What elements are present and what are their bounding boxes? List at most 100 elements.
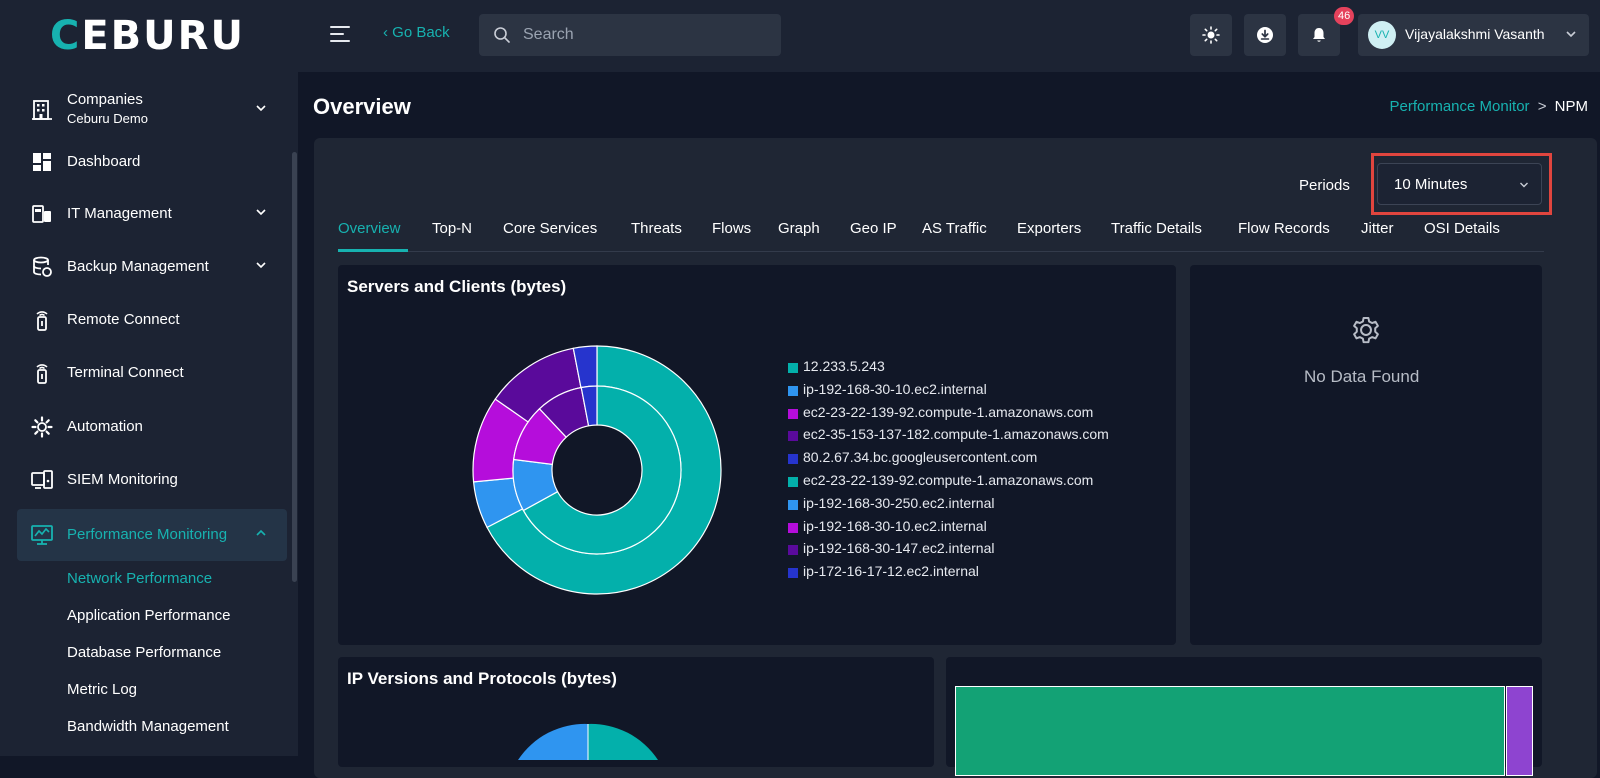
tab-traffic-details[interactable]: Traffic Details [1111,220,1202,237]
bell-icon [1313,28,1325,42]
sidebar-item-label: IT Management [67,205,172,222]
tab-graph[interactable]: Graph [778,220,820,237]
tab-threats[interactable]: Threats [631,220,682,237]
legend-item[interactable]: ip-172-16-17-12.ec2.internal [788,563,1148,585]
legend-item[interactable]: ip-192-168-30-10.ec2.internal [788,518,1148,540]
go-back-link[interactable]: ‹ Go Back [383,24,450,41]
sidebar-item-terminal-connect[interactable]: Terminal Connect [17,347,287,399]
highlight-box [1371,153,1552,215]
inner-ring-slice[interactable] [580,385,598,427]
sidebar-item-backup-management[interactable]: Backup Management [17,241,287,293]
breadcrumb: Performance Monitor > NPM [1389,98,1588,115]
legend-swatch [788,408,798,419]
legend-swatch [788,545,798,556]
sidebar-item-remote-connect[interactable]: Remote Connect [17,294,287,346]
notifications-button[interactable] [1298,14,1340,56]
sidebar-item-label: Remote Connect [67,311,180,328]
sidebar-subitem-database-performance[interactable]: Database Performance [67,644,222,661]
no-data-text: No Data Found [1304,367,1420,386]
notification-count-badge: 46 [1334,7,1355,25]
breadcrumb-link[interactable]: Performance Monitor [1389,98,1530,115]
sidebar-subitem-network-performance[interactable]: Network Performance [67,570,213,587]
terminal-remote-icon [36,364,48,384]
main-content: Overview Performance Monitor > NPM Perio… [298,72,1600,778]
sidebar-subitem-application-performance[interactable]: Application Performance [67,607,231,624]
top-bar: CEBURU ‹ Go Back 46 VV Vijayalakshmi Vas… [0,0,1600,72]
tab-osi-details[interactable]: OSI Details [1424,220,1500,237]
legend-swatch [788,568,798,579]
legend-swatch [788,522,798,533]
legend-label: ec2-35-153-137-182.compute-1.amazonaws.c… [803,426,1109,443]
sidebar-subitem-bandwidth-management[interactable]: Bandwidth Management [67,718,229,735]
download-button[interactable] [1244,14,1286,56]
legend-swatch [788,363,798,373]
breadcrumb-separator: > [1537,98,1547,115]
sidebar-item-label: Terminal Connect [67,364,184,381]
empty-data-card: No Data Found [1190,265,1542,645]
sidebar-item-siem-monitoring[interactable]: SIEM Monitoring [17,454,287,506]
monitor-chart-icon [31,525,53,545]
chevron-down-icon [256,105,266,112]
tab-overview[interactable]: Overview [338,220,401,237]
ceburu-logo[interactable]: CEBURU [50,13,245,59]
tab-bar: Overview Top-N Core Services Threats Flo… [338,216,1544,252]
legend-label: ec2-23-22-139-92.compute-1.amazonaws.com [803,403,1094,420]
menu-toggle-icon[interactable] [330,26,350,44]
legend-swatch [788,431,798,442]
tab-flow-records[interactable]: Flow Records [1238,220,1330,237]
legend-swatch [788,385,798,396]
period-select[interactable]: 10 Minutes [1377,163,1542,205]
user-menu[interactable]: VV Vijayalakshmi Vasanth [1358,14,1589,56]
building-icon [32,100,52,120]
legend-label: 80.2.67.34.bc.googleusercontent.com [803,449,1038,466]
theme-toggle-button[interactable] [1190,14,1232,56]
sidebar: Companies Ceburu Demo Dashboard IT Manag… [0,72,298,756]
breadcrumb-current: NPM [1554,98,1588,115]
sidebar-item-label: Dashboard [67,153,141,170]
sidebar-scrollbar[interactable] [292,152,297,582]
sidebar-item-performance-monitoring[interactable]: Performance Monitoring [17,509,287,561]
tab-flows[interactable]: Flows [712,220,752,237]
pie-slice-blue [518,723,588,760]
legend-item[interactable]: ec2-23-22-139-92.compute-1.amazonaws.com [788,472,1148,494]
chevron-down-icon [1566,31,1576,38]
legend-item[interactable]: ip-192-168-30-250.ec2.internal [788,495,1148,517]
period-value: 10 Minutes [1394,176,1468,193]
inner-ring-slice[interactable] [522,385,682,555]
database-backup-icon [33,256,52,277]
devices-icon [32,205,51,223]
automation-gear-icon [31,416,53,438]
sidebar-subitem-metric-log[interactable]: Metric Log [67,681,138,698]
siem-icon [31,470,53,489]
tab-as-traffic[interactable]: AS Traffic [922,220,987,237]
search-input[interactable] [523,14,773,56]
legend-item[interactable]: 80.2.67.34.bc.googleusercontent.com [788,449,1148,471]
ip-versions-card: IP Versions and Protocols (bytes) [338,657,934,767]
sidebar-item-dashboard[interactable]: Dashboard [17,136,287,188]
sidebar-item-label: Performance Monitoring [67,526,228,543]
sidebar-item-companies[interactable]: Companies Ceburu Demo [17,84,287,136]
legend-item[interactable]: ip-192-168-30-10.ec2.internal [788,381,1148,403]
tab-core-services[interactable]: Core Services [503,220,598,237]
tab-geo-ip[interactable]: Geo IP [850,220,897,237]
sidebar-item-automation[interactable]: Automation [17,401,287,453]
legend-item[interactable]: ec2-23-22-139-92.compute-1.amazonaws.com [788,404,1148,426]
legend-item[interactable]: ec2-35-153-137-182.compute-1.amazonaws.c… [788,426,1148,448]
page-title: Overview [313,94,411,119]
legend-item[interactable]: ip-192-168-30-147.ec2.internal [788,540,1148,562]
legend-item[interactable]: 12.233.5.243 [788,358,1148,380]
legend-label: ec2-23-22-139-92.compute-1.amazonaws.com [803,472,1094,488]
sun-icon [1202,26,1220,44]
download-icon [1257,27,1273,43]
legend-label: ip-192-168-30-10.ec2.internal [803,517,987,534]
sidebar-item-label: Automation [67,418,143,435]
active-tab-indicator [338,249,408,252]
sidebar-item-label: Backup Management [67,258,209,275]
sidebar-item-it-management[interactable]: IT Management [17,188,287,240]
legend-swatch [788,477,798,487]
tab-jitter[interactable]: Jitter [1361,220,1394,237]
tab-exporters[interactable]: Exporters [1017,220,1082,237]
periods-label: Periods [1299,177,1350,194]
tab-top-n[interactable]: Top-N [432,220,473,237]
sidebar-item-label: SIEM Monitoring [67,471,178,488]
